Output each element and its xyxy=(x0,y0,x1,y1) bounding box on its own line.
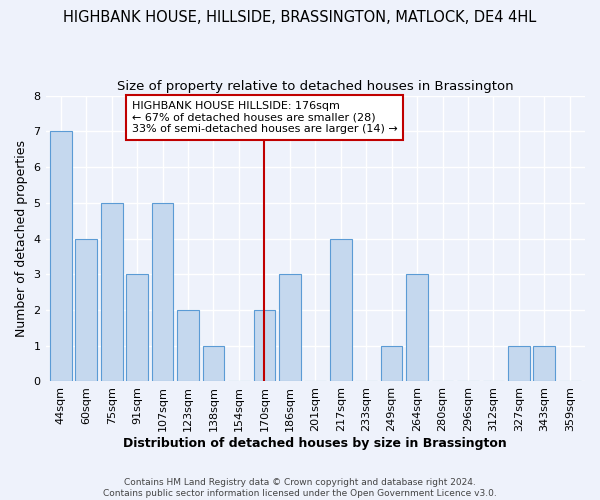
Bar xyxy=(203,346,224,382)
Bar xyxy=(50,132,71,382)
Y-axis label: Number of detached properties: Number of detached properties xyxy=(15,140,28,337)
Text: HIGHBANK HOUSE HILLSIDE: 176sqm
← 67% of detached houses are smaller (28)
33% of: HIGHBANK HOUSE HILLSIDE: 176sqm ← 67% of… xyxy=(131,101,397,134)
Title: Size of property relative to detached houses in Brassington: Size of property relative to detached ho… xyxy=(117,80,514,93)
Bar xyxy=(508,346,530,382)
Bar xyxy=(330,238,352,382)
Bar xyxy=(177,310,199,382)
Bar xyxy=(406,274,428,382)
Bar xyxy=(381,346,403,382)
Bar xyxy=(533,346,555,382)
Bar xyxy=(127,274,148,382)
Bar xyxy=(279,274,301,382)
Bar xyxy=(152,203,173,382)
Bar xyxy=(254,310,275,382)
Bar xyxy=(76,238,97,382)
Text: Contains HM Land Registry data © Crown copyright and database right 2024.
Contai: Contains HM Land Registry data © Crown c… xyxy=(103,478,497,498)
X-axis label: Distribution of detached houses by size in Brassington: Distribution of detached houses by size … xyxy=(124,437,507,450)
Text: HIGHBANK HOUSE, HILLSIDE, BRASSINGTON, MATLOCK, DE4 4HL: HIGHBANK HOUSE, HILLSIDE, BRASSINGTON, M… xyxy=(64,10,536,25)
Bar xyxy=(101,203,122,382)
